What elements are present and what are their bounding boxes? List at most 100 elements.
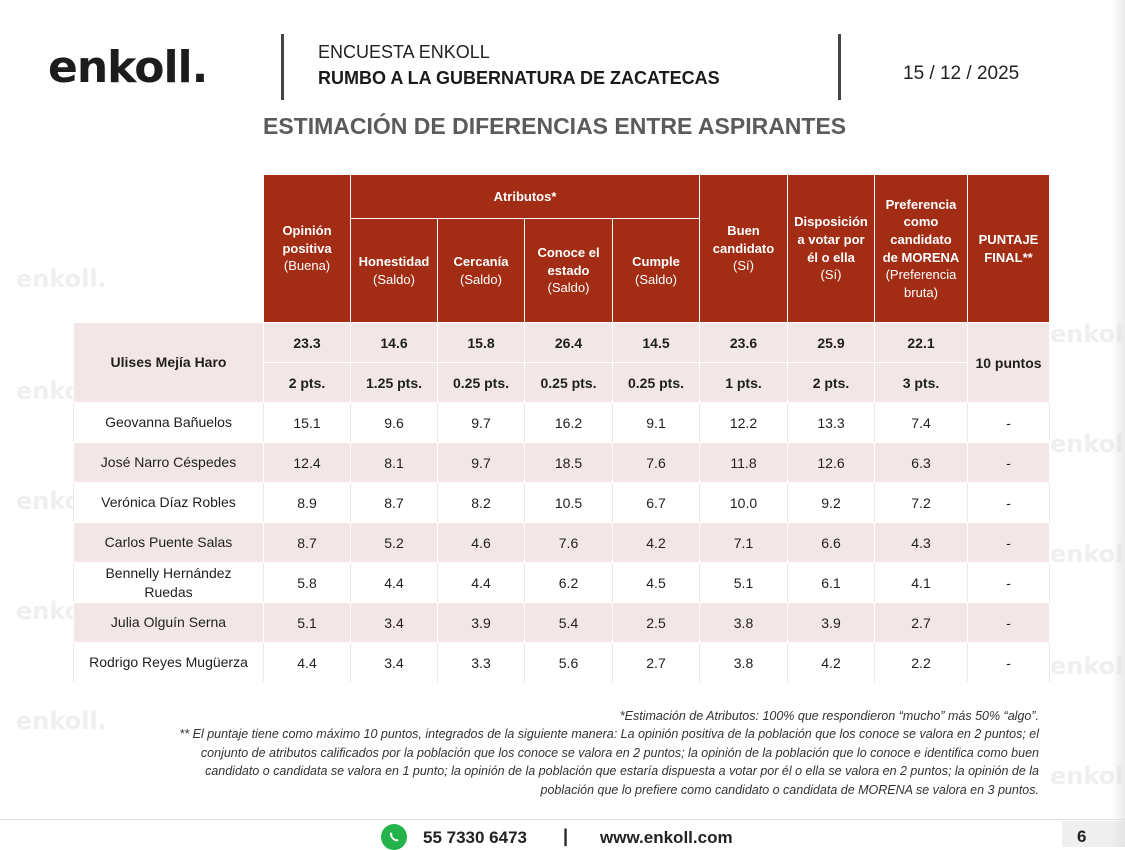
table-cell: 0.25 pts. — [524, 362, 613, 403]
table-row: Geovanna Bañuelos 15.1 9.6 9.7 16.2 9.1 … — [73, 402, 1050, 443]
leader-points-row: 2 pts. 1.25 pts. 0.25 pts. 0.25 pts. 0.2… — [74, 362, 1050, 403]
table-row: José Narro Céspedes 12.4 8.1 9.7 18.5 7.… — [73, 442, 1050, 483]
page-header: enkoll. ENCUESTA ENKOLL RUMBO A LA GUBER… — [0, 0, 1125, 110]
col-honestidad: Honestidad (Saldo) — [350, 218, 438, 323]
table-cell: 4.3 — [874, 522, 968, 563]
table-cell: 6.3 — [874, 442, 968, 483]
table-cell: - — [967, 562, 1050, 603]
table-cell: 2.7 — [874, 602, 968, 643]
candidate-name: José Narro Céspedes — [73, 442, 264, 483]
table-cell: 2.7 — [612, 642, 700, 683]
leader-name: Ulises Mejía Haro — [73, 322, 264, 403]
table-cell: 8.7 — [263, 522, 351, 563]
table-cell: 8.7 — [350, 482, 438, 523]
table-cell: 3.9 — [787, 602, 875, 643]
col-opinion-positiva: Opinión positiva (Buena) — [263, 174, 351, 323]
table-cell: 1 pts. — [699, 362, 788, 403]
col-group-atributos: Atributos* — [350, 174, 700, 219]
corner-cell — [74, 175, 264, 323]
table-cell: 5.4 — [524, 602, 613, 643]
table-cell: 4.2 — [787, 642, 875, 683]
website-link[interactable]: www.enkoll.com — [600, 828, 733, 847]
footnote-puntaje-line: ** El puntaje tiene como máximo 10 punto… — [179, 727, 1039, 742]
table-row: Carlos Puente Salas 8.7 5.2 4.6 7.6 4.2 … — [73, 522, 1050, 563]
table-cell: 26.4 — [524, 322, 613, 363]
candidate-name: Rodrigo Reyes Mugüerza — [73, 642, 264, 683]
table-cell: 7.4 — [874, 402, 968, 443]
header-divider — [281, 34, 284, 100]
footer-separator: | — [563, 826, 569, 846]
table-row: Verónica Díaz Robles 8.9 8.7 8.2 10.5 6.… — [73, 482, 1050, 523]
table-cell: 1.25 pts. — [350, 362, 438, 403]
table-cell: 3.8 — [699, 602, 788, 643]
contact-phone: 55 7330 6473 — [423, 828, 527, 847]
table-cell: 11.8 — [699, 442, 788, 483]
table-cell: 4.2 — [612, 522, 700, 563]
table-cell: 3.9 — [437, 602, 525, 643]
table-cell: - — [967, 482, 1050, 523]
page-title: ESTIMACIÓN DE DIFERENCIAS ENTRE ASPIRANT… — [263, 113, 847, 139]
candidate-name: Carlos Puente Salas — [73, 522, 264, 563]
table-cell: 6.7 — [612, 482, 700, 523]
footnotes: *Estimación de Atributos: 100% que respo… — [39, 707, 1039, 799]
col-conoce-estado: Conoce el estado (Saldo) — [524, 218, 613, 323]
table-cell: 2.5 — [612, 602, 700, 643]
col-puntaje-final: PUNTAJE FINAL** — [967, 174, 1050, 323]
table-cell: 4.4 — [350, 562, 438, 603]
table-cell: 5.6 — [524, 642, 613, 683]
table-cell: 15.8 — [437, 322, 525, 363]
table-cell: 10.0 — [699, 482, 788, 523]
table-cell: 13.3 — [787, 402, 875, 443]
candidate-name: Julia Olguín Serna — [73, 602, 264, 643]
page-edge-shadow — [1111, 0, 1125, 847]
table-cell: 23.3 — [263, 322, 351, 363]
header-divider — [838, 34, 841, 100]
table-cell: 4.4 — [437, 562, 525, 603]
leader-values-row: Ulises Mejía Haro 23.3 14.6 15.8 26.4 14… — [73, 322, 1050, 403]
col-cumple: Cumple (Saldo) — [612, 218, 700, 323]
table-cell: 14.6 — [350, 322, 438, 363]
table-cell: 7.6 — [524, 522, 613, 563]
table-cell: 0.25 pts. — [612, 362, 700, 403]
survey-date: 15 / 12 / 2025 — [903, 63, 1020, 84]
table-cell: 8.9 — [263, 482, 351, 523]
table-cell: 12.2 — [699, 402, 788, 443]
table-cell: 2 pts. — [787, 362, 875, 403]
table-row: Julia Olguín Serna 5.1 3.4 3.9 5.4 2.5 3… — [73, 602, 1050, 643]
candidates-table: Opinión positiva (Buena) Atributos* Buen ca… — [73, 174, 1050, 683]
table-cell: 4.5 — [612, 562, 700, 603]
table-cell: 5.1 — [699, 562, 788, 603]
table-cell: 3.4 — [350, 642, 438, 683]
table-cell: 25.9 — [787, 322, 875, 363]
table-cell: 16.2 — [524, 402, 613, 443]
table-cell: 9.6 — [350, 402, 438, 443]
table-cell: - — [967, 642, 1050, 683]
table-cell: 12.6 — [787, 442, 875, 483]
table-cell: 3.8 — [699, 642, 788, 683]
table-cell: 3.3 — [437, 642, 525, 683]
table-cell: 5.8 — [263, 562, 351, 603]
survey-label: ENCUESTA ENKOLL — [318, 42, 490, 62]
table-cell: - — [967, 402, 1050, 443]
table-cell: 6.2 — [524, 562, 613, 603]
col-buen-candidato: Buen candidato (Sí) — [699, 174, 788, 323]
table-cell: 23.6 — [699, 322, 788, 363]
page-number: 6 — [1077, 827, 1087, 846]
table-cell: 6.6 — [787, 522, 875, 563]
table-cell: 14.5 — [612, 322, 700, 363]
footnote-puntaje-line: candidato o candidata se valora en 1 pun… — [205, 764, 1039, 779]
footnote-puntaje-line: población que lo prefiere como candidato… — [540, 782, 1039, 797]
table-cell: 9.1 — [612, 402, 700, 443]
table-cell: 7.6 — [612, 442, 700, 483]
col-preferencia-morena: Preferencia como candidato de MORENA (Prefer… — [874, 174, 968, 323]
leader-final-score: 10 puntos — [967, 322, 1050, 403]
table-cell: - — [967, 602, 1050, 643]
whatsapp-icon — [381, 824, 407, 850]
col-cercania: Cercanía (Saldo) — [437, 218, 525, 323]
table-cell: 10.5 — [524, 482, 613, 523]
col-disposicion: Disposición a votar por él o ella (Sí) — [787, 174, 875, 323]
table-cell: 12.4 — [263, 442, 351, 483]
table-row: Bennelly Hernández Ruedas 5.8 4.4 4.4 6.2… — [73, 562, 1050, 603]
table-cell: 3 pts. — [874, 362, 968, 403]
table-cell: 7.2 — [874, 482, 968, 523]
